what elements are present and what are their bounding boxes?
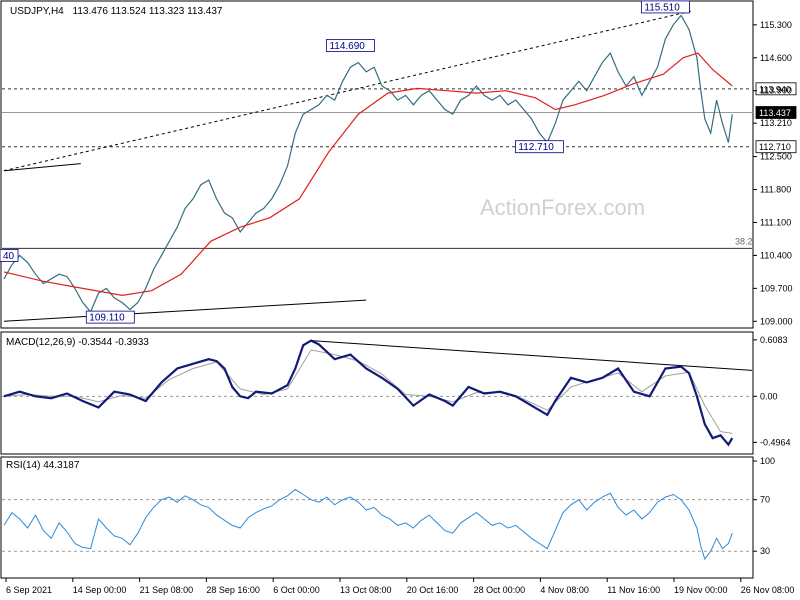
rsi-axis-label: 100 <box>760 456 775 466</box>
price-level-tag <box>755 140 797 154</box>
price-series <box>3 14 733 314</box>
rsi-axis-label: 70 <box>760 495 770 505</box>
price-trendline <box>3 163 81 172</box>
price-annotation-box <box>640 0 690 14</box>
price-axis-label: 115.300 <box>760 20 792 30</box>
time-axis-label: 4 Nov 08:00 <box>540 585 589 595</box>
price-annotation-box <box>515 140 564 154</box>
price-axis-label: 111.100 <box>760 217 791 227</box>
time-axis-label: 13 Oct 08:00 <box>340 585 392 595</box>
time-axis-label: 28 Oct 00:00 <box>474 585 526 595</box>
price-level-tag <box>755 82 797 96</box>
symbol-name: USDJPY,H4 <box>10 6 64 17</box>
rsi-axis-label: 30 <box>760 546 770 556</box>
time-axis-label: 21 Sep 08:00 <box>140 585 194 595</box>
macd-axis-label: -0.4964 <box>760 437 791 447</box>
macd-axis-label: 0.6083 <box>760 335 788 345</box>
price-axis-label: 109.700 <box>760 283 793 293</box>
price-level-tag-label: 113.940 <box>759 84 791 94</box>
watermark: ActionForex.com <box>480 195 645 220</box>
price-trendline <box>3 10 694 172</box>
price-axis-label: 111.800 <box>760 185 791 195</box>
price-trendline <box>3 299 367 322</box>
price-annotation-label: 115.510 <box>644 2 680 13</box>
macd-axis-label: 0.00 <box>760 391 778 401</box>
price-axis-label: 113.900 <box>760 86 792 96</box>
price-annotation-label: 109.110 <box>89 313 125 324</box>
time-axis-label: 6 Oct 00:00 <box>273 585 320 595</box>
price-annotation-box <box>0 249 19 262</box>
time-axis-label: 20 Oct 16:00 <box>407 585 459 595</box>
fib-level-label: 38.2 <box>735 236 753 246</box>
macd-signal-series <box>3 349 733 434</box>
price-level-tag <box>755 106 797 119</box>
price-annotation-label: 114.690 <box>329 41 365 52</box>
price-axis-label: 112.500 <box>760 152 792 162</box>
price-annotation-box <box>326 39 375 52</box>
rsi-panel-frame <box>0 456 754 579</box>
rsi-series <box>3 488 733 561</box>
macd-label: MACD(12,26,9) -0.3544 -0.3933 <box>6 337 149 348</box>
rsi-panel: 100 70 30 RSI(14) 44.3187 <box>0 456 775 579</box>
time-axis-label: 6 Sep 2021 <box>6 585 52 595</box>
time-axis-label: 11 Nov 16:00 <box>607 585 660 595</box>
price-annotation-label: 112.710 <box>518 142 554 153</box>
price-annotation-box <box>85 310 135 324</box>
price-level-tag-label: 113.437 <box>759 108 791 118</box>
time-axis: 6 Sep 2021 14 Sep 00:00 21 Sep 08:00 28 Sep… <box>5 578 795 595</box>
macd-trendline <box>311 340 753 371</box>
price-panel: ActionForex.com 113.940 113.437 112.710 38.… <box>0 0 797 329</box>
price-level-tag-label: 112.710 <box>759 142 791 152</box>
price-axis-label: 114.600 <box>760 53 792 63</box>
price-axis-label: 110.400 <box>760 250 792 260</box>
price-panel-frame <box>0 0 754 329</box>
symbol-label: USDJPY,H4 113.476 113.524 113.323 113.43… <box>10 6 223 17</box>
price-annotation-label: 40 <box>3 251 15 262</box>
ohlc-values: 113.476 113.524 113.323 113.437 <box>73 6 223 17</box>
rsi-label: RSI(14) 44.3187 <box>6 460 80 471</box>
moving-average-series <box>3 52 733 297</box>
macd-panel-frame <box>0 331 754 455</box>
time-axis-label: 28 Sep 16:00 <box>206 585 260 595</box>
macd-panel: 0.6083 0.00 -0.4964 MACD(12,26,9) -0.3544 … <box>0 331 791 455</box>
time-axis-label: 26 Nov 08:00 <box>741 585 795 595</box>
price-axis-label: 113.210 <box>760 118 792 128</box>
time-axis-label: 19 Nov 00:00 <box>674 585 728 595</box>
price-axis-label: 109.000 <box>760 316 793 326</box>
macd-series <box>3 339 734 447</box>
time-axis-label: 14 Sep 00:00 <box>73 585 127 595</box>
